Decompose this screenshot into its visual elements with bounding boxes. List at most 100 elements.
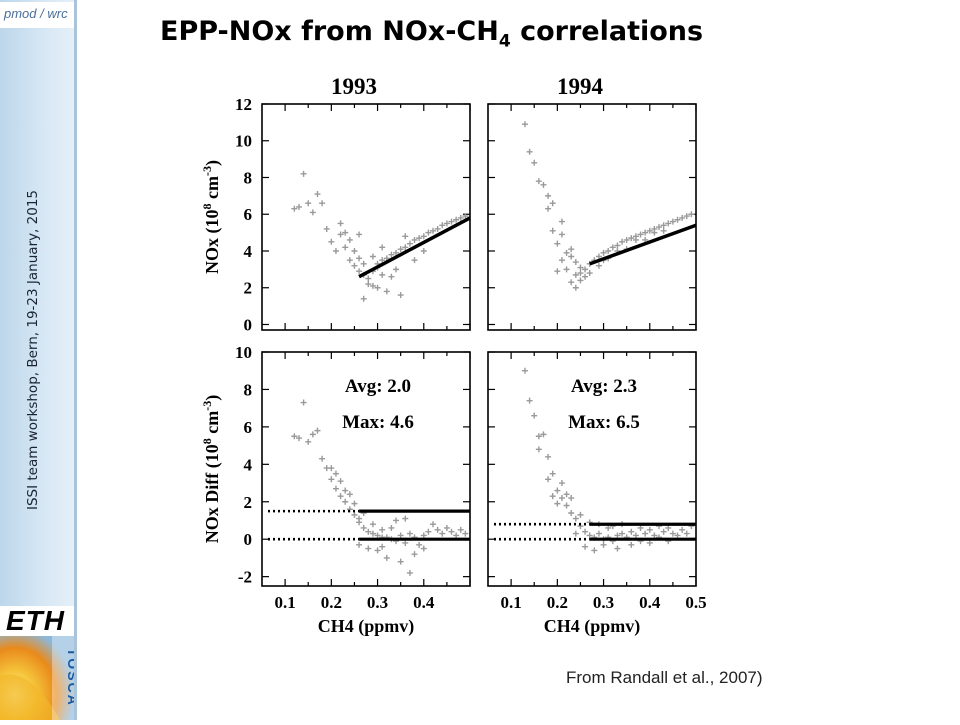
data-point: [646, 526, 653, 533]
data-point: [365, 281, 372, 288]
data-point: [342, 498, 349, 505]
panel-frame: [261, 103, 471, 331]
data-point: [549, 470, 556, 477]
data-point: [651, 532, 658, 539]
data-point: [309, 431, 316, 438]
data-point: [637, 524, 644, 531]
y-tick-label: 6: [244, 418, 253, 437]
data-point: [656, 224, 663, 231]
data-point: [369, 282, 376, 289]
chart-panel-4: 0.1 0.2 0.3 0.4 0.5 CH4 (ppmv) Avg: 2.3 Max: 6.…: [487, 351, 707, 637]
data-point: [568, 246, 575, 253]
data-point: [545, 476, 552, 483]
data-point: [609, 244, 616, 251]
data-point: [568, 279, 575, 286]
fit-line: [589, 223, 697, 266]
panel-frame: [487, 351, 697, 587]
data-point: [388, 524, 395, 531]
data-point: [683, 213, 690, 220]
y-tick-label: 2: [244, 493, 253, 512]
data-point: [443, 524, 450, 531]
data-point: [549, 227, 556, 234]
x-tick-label: 0.1: [500, 593, 521, 612]
y-axis-label-base: NOx Diff (10: [202, 444, 223, 543]
annotation-label: Avg: 2.3: [571, 376, 637, 397]
data-point: [305, 438, 312, 445]
data-point: [351, 247, 358, 254]
data-point: [582, 543, 589, 550]
data-point: [531, 159, 538, 166]
data-point: [443, 220, 450, 227]
data-point: [457, 526, 464, 533]
data-point: [600, 541, 607, 548]
x-tick-label: 0.3: [593, 593, 614, 612]
x-tick-label: 0.1: [274, 593, 295, 612]
data-point: [323, 225, 330, 232]
y-axis-label-exp: -3: [200, 166, 214, 176]
x-tick-label: 0.5: [685, 593, 706, 612]
data-point: [521, 367, 528, 374]
data-point: [351, 262, 358, 269]
data-point: [402, 233, 409, 240]
data-point: [651, 229, 658, 236]
data-point: [563, 249, 570, 256]
data-point: [406, 240, 413, 247]
data-point: [623, 236, 630, 243]
data-point: [383, 554, 390, 561]
data-point: [669, 530, 676, 537]
data-point: [342, 229, 349, 236]
data-point: [374, 532, 381, 539]
data-point: [393, 249, 400, 256]
y-tick-label: 0: [244, 530, 253, 549]
data-point: [356, 515, 363, 522]
x-axis-label: CH4 (ppmv): [544, 616, 641, 637]
data-point: [554, 487, 561, 494]
data-point: [332, 470, 339, 477]
data-point: [332, 247, 339, 254]
data-point: [572, 515, 579, 522]
data-point: [614, 532, 621, 539]
data-point: [351, 500, 358, 507]
data-point: [406, 569, 413, 576]
data-point: [439, 222, 446, 229]
panel-year-label: 1994: [557, 74, 604, 99]
data-point: [356, 541, 363, 548]
data-point: [545, 453, 552, 460]
x-tick-label: 0.4: [413, 593, 435, 612]
data-point: [558, 495, 565, 502]
data-point: [646, 227, 653, 234]
data-point: [554, 240, 561, 247]
data-point: [577, 511, 584, 518]
data-point: [619, 530, 626, 537]
data-point: [595, 262, 602, 269]
data-point: [642, 530, 649, 537]
data-point: [577, 264, 584, 271]
data-point: [605, 524, 612, 531]
annotation-label: Max: 6.5: [568, 412, 640, 433]
page-title-subscript: 4: [498, 31, 511, 52]
data-point: [558, 480, 565, 487]
data-point: [360, 295, 367, 302]
data-point: [540, 181, 547, 188]
source-caption: From Randall et al., 2007): [566, 668, 763, 687]
data-point: [365, 545, 372, 552]
data-point: [540, 431, 547, 438]
data-point: [660, 222, 667, 229]
data-point: [332, 485, 339, 492]
y-tick-label: 2: [244, 279, 253, 298]
data-point: [425, 229, 432, 236]
y-tick-label: 8: [244, 380, 253, 399]
data-point: [328, 238, 335, 245]
data-point: [549, 200, 556, 207]
data-point: [679, 214, 686, 221]
data-point: [660, 227, 667, 234]
data-point: [535, 446, 542, 453]
data-point: [453, 532, 460, 539]
data-point: [646, 539, 653, 546]
data-point: [665, 220, 672, 227]
x-tick-label: 0.2: [321, 593, 342, 612]
data-point: [309, 209, 316, 216]
data-point: [595, 253, 602, 260]
data-point: [314, 427, 321, 434]
data-point: [295, 435, 302, 442]
